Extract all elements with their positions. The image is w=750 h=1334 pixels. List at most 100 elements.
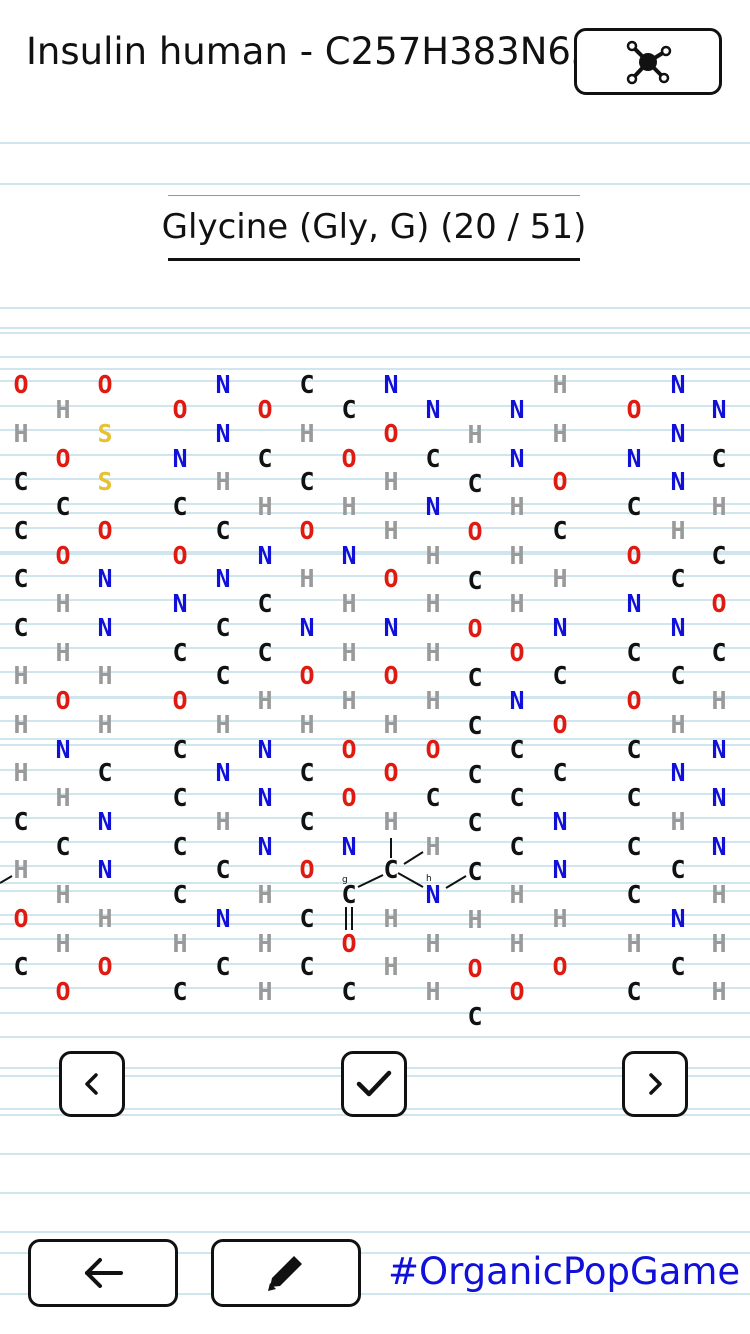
atom-cell[interactable]: H xyxy=(257,686,273,715)
edit-button[interactable] xyxy=(211,1239,361,1307)
atom-cell[interactable]: N xyxy=(215,370,231,399)
atom-cell[interactable]: H xyxy=(341,686,357,715)
atom-cell[interactable]: O xyxy=(97,952,113,981)
back-button[interactable] xyxy=(28,1239,178,1307)
atom-cell[interactable]: H xyxy=(711,880,727,909)
atom-cell[interactable]: N xyxy=(425,395,441,424)
atom-cell[interactable]: C xyxy=(467,468,483,498)
next-residue-button[interactable] xyxy=(622,1051,688,1117)
atom-cell[interactable]: O xyxy=(711,589,727,618)
atom-cell[interactable]: O xyxy=(341,734,357,764)
atom-cell[interactable]: C xyxy=(425,783,441,812)
atom-cell[interactable]: C xyxy=(467,856,483,886)
atom-cell[interactable]: C xyxy=(509,783,525,812)
atom-cell[interactable]: N xyxy=(257,540,273,570)
atom-cell[interactable]: C xyxy=(626,734,642,764)
atom-cell[interactable]: C xyxy=(626,783,642,812)
atom-cell[interactable]: O xyxy=(467,953,483,983)
atom-cell[interactable]: H xyxy=(55,880,71,909)
atom-cell[interactable]: C xyxy=(172,880,188,909)
atom-cell[interactable]: N xyxy=(257,831,273,861)
atom-cell[interactable]: H xyxy=(299,564,315,593)
atom-cell[interactable]: C xyxy=(172,734,188,764)
molecule-view-button[interactable] xyxy=(574,28,722,95)
atom-cell[interactable]: C xyxy=(13,515,29,545)
atom-cell[interactable]: H xyxy=(13,661,29,690)
atom-cell[interactable]: C xyxy=(341,977,357,1006)
atom-cell[interactable]: C xyxy=(509,831,525,861)
atom-cell[interactable]: N xyxy=(425,492,441,521)
atom-cell[interactable]: C xyxy=(299,806,315,836)
atom-cell[interactable]: H xyxy=(509,880,525,909)
atom-cell[interactable]: N xyxy=(670,612,686,642)
atom-cell[interactable]: C xyxy=(467,808,483,837)
atom-cell[interactable]: H xyxy=(467,420,483,449)
atom-cell[interactable]: H xyxy=(97,903,113,933)
atom-cell[interactable]: O xyxy=(626,540,642,570)
atom-cell[interactable]: H xyxy=(509,589,525,618)
atom-cell[interactable]: C xyxy=(13,467,29,496)
atom-cell[interactable]: C xyxy=(257,443,273,473)
atom-cell[interactable]: H xyxy=(467,905,483,934)
atom-cell[interactable]: N xyxy=(425,880,441,909)
atom-cell[interactable]: O xyxy=(172,540,188,570)
atom-cell[interactable]: H xyxy=(383,952,399,981)
atom-cell[interactable]: H xyxy=(383,903,399,933)
atom-cell[interactable]: C xyxy=(299,758,315,787)
atom-cell[interactable]: N xyxy=(215,758,231,787)
atom-cell[interactable]: O xyxy=(172,395,188,424)
atom-cell[interactable]: C xyxy=(711,540,727,570)
atom-cell[interactable]: H xyxy=(552,903,568,933)
atom-cell[interactable]: N xyxy=(670,903,686,933)
atom-cell[interactable]: H xyxy=(425,928,441,958)
atom-cell[interactable]: C xyxy=(299,467,315,496)
atom-cell[interactable]: N xyxy=(670,418,686,448)
atom-cell[interactable]: N xyxy=(552,806,568,836)
atom-cell[interactable]: C xyxy=(172,783,188,812)
atom-cell[interactable]: C xyxy=(670,661,686,690)
atom-cell[interactable]: C xyxy=(626,637,642,667)
atom-cell[interactable]: C xyxy=(626,977,642,1006)
atom-cell[interactable]: N xyxy=(509,443,525,473)
atom-cell[interactable]: H xyxy=(13,709,29,739)
atom-cell[interactable]: O xyxy=(299,661,315,690)
atom-cell[interactable]: C xyxy=(215,661,231,690)
atom-cell[interactable]: C xyxy=(552,661,568,690)
atom-cell[interactable]: C xyxy=(425,443,441,473)
atom-cell[interactable]: H xyxy=(299,709,315,739)
atom-cell[interactable]: H xyxy=(670,709,686,739)
atom-cell[interactable]: H xyxy=(341,637,357,667)
atom-cell[interactable]: C xyxy=(257,637,273,667)
atom-cell[interactable]: C xyxy=(13,564,29,593)
atom-cell[interactable]: O xyxy=(509,637,525,667)
atom-cell[interactable]: O xyxy=(467,614,483,643)
atom-cell[interactable]: H xyxy=(711,977,727,1006)
atom-cell[interactable]: H xyxy=(425,637,441,667)
atom-cell[interactable]: N xyxy=(55,734,71,764)
atom-cell[interactable]: N xyxy=(711,734,727,764)
atom-cell[interactable]: N xyxy=(383,370,399,399)
atom-cell[interactable]: C xyxy=(341,395,357,424)
atom-cell[interactable]: O xyxy=(552,467,568,496)
atom-cell[interactable]: N xyxy=(711,783,727,812)
atom-cell[interactable]: H xyxy=(55,637,71,667)
atom-cell[interactable]: C xyxy=(626,831,642,861)
atom-cell[interactable]: H xyxy=(383,467,399,496)
atom-cell[interactable]: H xyxy=(55,395,71,424)
atom-cell[interactable]: O xyxy=(97,370,113,399)
atom-cell[interactable]: O xyxy=(13,903,29,933)
atom-cell[interactable]: H xyxy=(711,928,727,958)
atom-cell[interactable]: C xyxy=(467,662,483,692)
hashtag-link[interactable]: #OrganicPopGame xyxy=(388,1250,741,1293)
atom-cell[interactable]: C xyxy=(13,952,29,981)
atom-cell[interactable]: C xyxy=(552,515,568,545)
atom-cell[interactable]: N xyxy=(626,443,642,473)
atom-cell[interactable]: O xyxy=(299,515,315,545)
atom-cell[interactable]: C xyxy=(172,831,188,861)
atom-cell[interactable]: H xyxy=(425,686,441,715)
atom-cell[interactable]: C xyxy=(172,977,188,1006)
atom-cell[interactable]: C xyxy=(215,855,231,884)
atom-cell[interactable]: O xyxy=(383,418,399,448)
atom-cell[interactable]: O xyxy=(172,686,188,715)
atom-cell[interactable]: O xyxy=(467,517,483,546)
